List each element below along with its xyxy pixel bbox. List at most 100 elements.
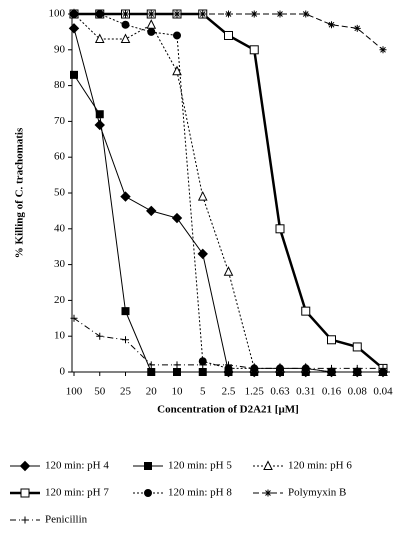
marker bbox=[144, 489, 152, 497]
marker bbox=[225, 10, 232, 18]
marker bbox=[225, 361, 232, 369]
x-tick-label: 0.08 bbox=[348, 386, 368, 398]
marker bbox=[353, 24, 361, 32]
legend-label: 120 min: pH 5 bbox=[168, 460, 232, 472]
marker bbox=[301, 306, 311, 316]
legend-item: Polymyxin B bbox=[253, 487, 346, 499]
marker bbox=[121, 20, 130, 29]
marker bbox=[173, 361, 181, 369]
marker bbox=[70, 314, 78, 322]
legend-item: 120 min: pH 6 bbox=[253, 460, 352, 472]
y-tick-label: 30 bbox=[54, 258, 66, 270]
marker bbox=[147, 27, 156, 36]
marker bbox=[122, 336, 129, 344]
marker bbox=[328, 21, 335, 29]
series-line bbox=[74, 13, 383, 373]
marker bbox=[264, 489, 272, 497]
legend-label: 120 min: pH 4 bbox=[45, 460, 109, 472]
marker bbox=[328, 364, 335, 372]
y-tick-label: 50 bbox=[54, 187, 66, 199]
marker bbox=[94, 119, 105, 131]
x-tick-label: 25 bbox=[120, 386, 132, 398]
series-line bbox=[73, 74, 383, 373]
marker bbox=[94, 33, 105, 44]
x-tick-label: 20 bbox=[146, 386, 158, 398]
marker bbox=[173, 10, 181, 18]
y-tick-label: 70 bbox=[54, 115, 66, 127]
marker bbox=[96, 332, 104, 340]
legend-item: Penicillin bbox=[10, 514, 88, 526]
marker bbox=[197, 190, 208, 201]
marker bbox=[147, 368, 156, 376]
marker bbox=[275, 224, 285, 234]
y-axis-label: % Killing of C. trachomatis bbox=[14, 127, 26, 258]
marker bbox=[302, 10, 310, 18]
marker bbox=[20, 488, 30, 498]
series-line bbox=[73, 317, 383, 369]
marker bbox=[171, 212, 183, 224]
marker bbox=[173, 368, 181, 376]
marker bbox=[70, 70, 78, 79]
y-tick-label: 90 bbox=[54, 43, 66, 55]
marker bbox=[379, 364, 387, 372]
x-tick-label: 5 bbox=[200, 386, 206, 398]
x-tick-label: 0.04 bbox=[373, 386, 393, 398]
legend-item: 120 min: pH 7 bbox=[10, 487, 109, 499]
marker bbox=[199, 10, 207, 18]
marker bbox=[173, 31, 181, 40]
legend-label: 120 min: pH 6 bbox=[288, 460, 352, 472]
marker bbox=[353, 364, 361, 372]
marker bbox=[263, 460, 273, 470]
marker bbox=[19, 460, 31, 472]
marker bbox=[223, 266, 234, 276]
marker bbox=[95, 110, 104, 119]
x-tick-label: 2.5 bbox=[222, 386, 236, 398]
marker bbox=[352, 342, 362, 352]
marker bbox=[147, 10, 155, 18]
y-tick-label: 80 bbox=[54, 79, 66, 91]
series-line bbox=[74, 12, 384, 370]
marker bbox=[147, 361, 155, 369]
legend-label: 120 min: pH 8 bbox=[168, 487, 232, 499]
marker bbox=[249, 45, 259, 55]
marker bbox=[302, 364, 310, 372]
y-tick-label: 10 bbox=[54, 330, 66, 342]
legend-item: 120 min: pH 8 bbox=[133, 487, 232, 499]
y-tick-label: 0 bbox=[60, 366, 66, 378]
y-tick-label: 40 bbox=[54, 222, 66, 234]
marker bbox=[146, 19, 157, 29]
y-tick-label: 60 bbox=[54, 151, 66, 163]
marker bbox=[276, 10, 284, 18]
x-tick-label: 100 bbox=[66, 386, 83, 398]
series-line bbox=[73, 28, 383, 373]
y-tick-label: 100 bbox=[49, 8, 66, 20]
legend-label: Penicillin bbox=[45, 514, 88, 526]
marker bbox=[68, 23, 80, 34]
marker bbox=[198, 368, 207, 376]
marker bbox=[250, 364, 258, 372]
x-tick-label: 0.16 bbox=[322, 386, 342, 398]
marker bbox=[144, 462, 152, 470]
x-tick-label: 1.25 bbox=[245, 386, 265, 398]
x-tick-label: 10 bbox=[172, 386, 184, 398]
marker bbox=[197, 248, 208, 260]
legend-item: 120 min: pH 5 bbox=[133, 460, 232, 472]
marker bbox=[120, 33, 131, 44]
marker bbox=[70, 10, 78, 18]
x-tick-label: 0.31 bbox=[296, 386, 315, 398]
marker bbox=[250, 10, 258, 18]
series-line bbox=[73, 13, 383, 373]
marker bbox=[122, 10, 129, 18]
marker bbox=[120, 191, 131, 202]
y-tick-label: 20 bbox=[54, 294, 66, 306]
marker bbox=[146, 205, 157, 217]
legend-item: 120 min: pH 4 bbox=[10, 460, 109, 472]
x-axis-label: Concentration of D2A21 [µM] bbox=[157, 404, 299, 416]
legend-label: 120 min: pH 7 bbox=[45, 487, 109, 499]
marker bbox=[224, 30, 233, 40]
marker bbox=[199, 361, 207, 369]
marker bbox=[21, 516, 29, 524]
marker bbox=[276, 364, 284, 372]
x-tick-label: 50 bbox=[94, 386, 106, 398]
marker bbox=[327, 335, 336, 345]
